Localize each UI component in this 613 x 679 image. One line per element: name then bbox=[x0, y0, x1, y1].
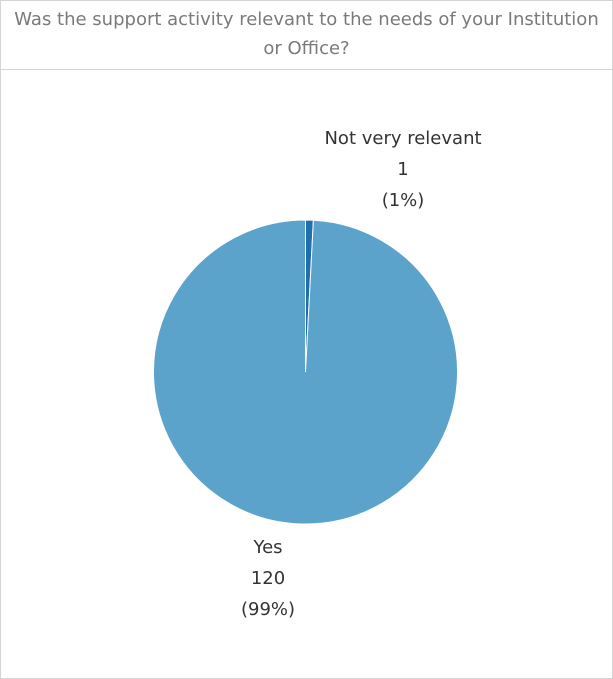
slice-label-yes: Yes 120 (99%) bbox=[241, 537, 295, 620]
slice-label-value: 1 bbox=[397, 159, 408, 180]
slice-label-percent: (1%) bbox=[382, 190, 425, 211]
slice-label-percent: (99%) bbox=[241, 599, 295, 620]
slice-label-name: Not very relevant bbox=[324, 128, 481, 149]
pie-labels: Not very relevant 1 (1%) Yes 120 (99%) bbox=[241, 128, 482, 620]
pie-slice-yes[interactable] bbox=[153, 219, 458, 525]
chart-title-bar: Was the support activity relevant to the… bbox=[1, 1, 612, 70]
pie-slices bbox=[153, 219, 458, 525]
slice-label-name: Yes bbox=[252, 537, 282, 558]
chart-title: Was the support activity relevant to the… bbox=[14, 9, 599, 59]
slice-label-not-very-relevant: Not very relevant 1 (1%) bbox=[324, 128, 481, 211]
slice-label-value: 120 bbox=[251, 568, 285, 589]
